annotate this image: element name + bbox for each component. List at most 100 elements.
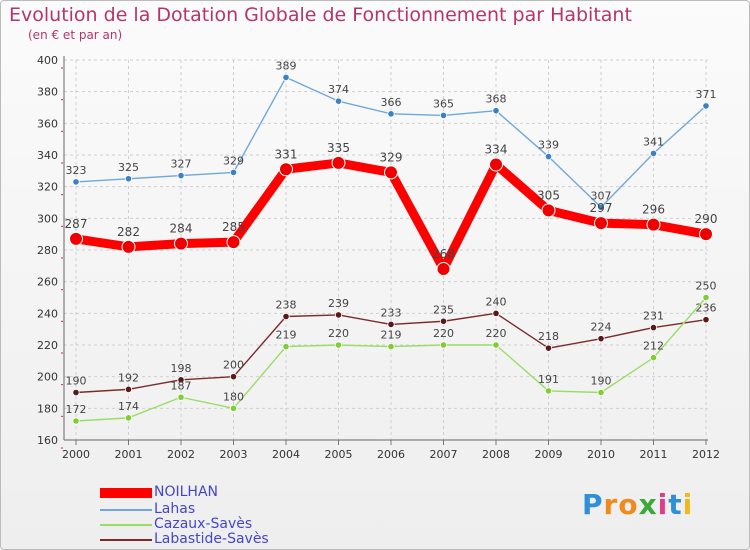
data-label-noilhan: 305: [537, 188, 560, 202]
logo-letter: i: [682, 488, 694, 521]
series-cazaux-saves: 172 174 187 180 219 220 219 220 220 191 190 212 250: [66, 280, 717, 425]
data-point-labastide-saves: [282, 312, 290, 321]
series-labastide-saves: 190 192 198 200 238 239 233 235 240 218 224 231 236: [66, 295, 717, 397]
data-label-noilhan: 296: [642, 203, 665, 217]
data-point-labastide-saves: [702, 316, 710, 324]
logo-letter: t: [668, 488, 683, 521]
data-point-labastide-saves: [334, 311, 343, 319]
data-point-lahas: [492, 107, 500, 115]
data-point-lahas: [439, 111, 448, 120]
data-label-labastide-saves: 233: [381, 306, 402, 319]
data-point-lahas: [282, 73, 290, 82]
data-point-labastide-saves: [439, 317, 448, 325]
logo-letter: r: [603, 488, 619, 521]
data-point-labastide-saves: [229, 373, 238, 381]
y-tick-label: 320: [37, 181, 58, 194]
x-tick-label: 2006: [377, 448, 405, 461]
data-label-noilhan: 335: [327, 141, 350, 155]
data-point-labastide-saves: [72, 388, 80, 397]
data-label-labastide-saves: 198: [171, 362, 192, 375]
y-tick-label: 300: [37, 212, 58, 225]
x-tick-label: 2001: [115, 448, 143, 461]
data-point-cazaux-saves: [544, 387, 553, 395]
data-label-labastide-saves: 238: [276, 299, 297, 312]
data-label-cazaux-saves: 220: [486, 327, 507, 340]
legend-swatch-labastide-saves: [100, 539, 152, 541]
x-tick-label: 2003: [220, 448, 248, 461]
data-point-lahas: [72, 178, 80, 186]
data-point-lahas: [544, 152, 553, 161]
data-label-labastide-saves: 224: [591, 321, 612, 334]
y-tick-label: 360: [37, 117, 58, 130]
data-label-lahas: 368: [486, 93, 507, 106]
data-point-noilhan: [489, 157, 503, 172]
data-label-cazaux-saves: 190: [591, 375, 612, 388]
logo-letter: o: [618, 488, 639, 521]
x-tick-label: 2002: [167, 448, 195, 461]
x-tick-label: 2004: [272, 448, 300, 461]
data-label-labastide-saves: 200: [223, 359, 244, 372]
data-point-cazaux-saves: [282, 342, 290, 351]
data-point-labastide-saves: [387, 320, 395, 329]
data-point-cazaux-saves: [177, 393, 185, 401]
data-label-cazaux-saves: 191: [538, 373, 559, 386]
data-point-noilhan: [646, 217, 661, 232]
data-point-cazaux-saves: [229, 404, 238, 412]
chart-title: Evolution de la Dotation Globale de Fonc…: [9, 4, 632, 26]
x-tick-label: 2008: [482, 448, 510, 461]
data-label-lahas: 327: [171, 158, 192, 171]
data-point-labastide-saves: [649, 323, 658, 332]
y-tick-label: 400: [37, 54, 58, 67]
data-point-labastide-saves: [177, 376, 185, 384]
data-label-noilhan: 297: [590, 201, 613, 215]
data-label-lahas: 323: [66, 164, 87, 177]
data-label-cazaux-saves: 187: [171, 379, 192, 392]
data-label-lahas: 374: [328, 83, 349, 96]
data-label-lahas: 389: [276, 59, 297, 72]
data-point-cazaux-saves: [702, 293, 710, 302]
y-tick-label: 380: [37, 86, 58, 99]
x-tick-label: 2000: [62, 448, 90, 461]
y-tick-label: 200: [37, 371, 58, 384]
data-point-cazaux-saves: [492, 341, 500, 349]
data-point-lahas: [597, 203, 605, 211]
data-point-noilhan: [279, 162, 293, 177]
data-point-noilhan: [436, 262, 451, 276]
data-label-cazaux-saves: 174: [118, 400, 139, 413]
data-point-labastide-saves: [124, 385, 133, 393]
data-point-cazaux-saves: [387, 342, 395, 351]
proxiti-logo: Proxiti: [582, 488, 693, 521]
y-tick-label: 180: [37, 402, 58, 415]
data-label-cazaux-saves: 212: [643, 340, 664, 353]
y-tick-label: 220: [37, 339, 58, 352]
data-label-lahas: 366: [381, 96, 402, 109]
y-tick-label: 160: [37, 434, 58, 447]
data-point-lahas: [334, 97, 343, 105]
data-label-labastide-saves: 240: [486, 295, 507, 308]
y-tick-label: 280: [37, 244, 58, 257]
data-label-labastide-saves: 236: [696, 302, 717, 315]
data-point-lahas: [229, 168, 238, 177]
x-tick-label: 2007: [430, 448, 458, 461]
data-label-noilhan: 285: [222, 220, 245, 234]
data-label-cazaux-saves: 219: [381, 329, 402, 342]
legend-label-noilhan: NOILHAN: [154, 484, 218, 500]
data-point-labastide-saves: [597, 335, 605, 343]
chart-subtitle: (en € et par an): [28, 28, 123, 42]
data-label-labastide-saves: 190: [66, 375, 87, 388]
data-point-labastide-saves: [544, 344, 553, 352]
x-tick-label: 2012: [692, 448, 720, 461]
y-tick-label: 240: [37, 307, 58, 320]
data-point-cazaux-saves: [124, 414, 133, 422]
logo-letter: P: [582, 488, 604, 521]
data-label-labastide-saves: 192: [118, 371, 139, 384]
data-label-lahas: 307: [591, 189, 612, 202]
data-point-cazaux-saves: [72, 417, 80, 425]
data-label-lahas: 341: [643, 135, 664, 148]
y-tick-label: 340: [37, 149, 58, 162]
data-point-lahas: [387, 110, 395, 118]
data-label-cazaux-saves: 250: [696, 280, 717, 293]
data-point-noilhan: [699, 227, 713, 242]
data-label-cazaux-saves: 172: [66, 403, 87, 416]
